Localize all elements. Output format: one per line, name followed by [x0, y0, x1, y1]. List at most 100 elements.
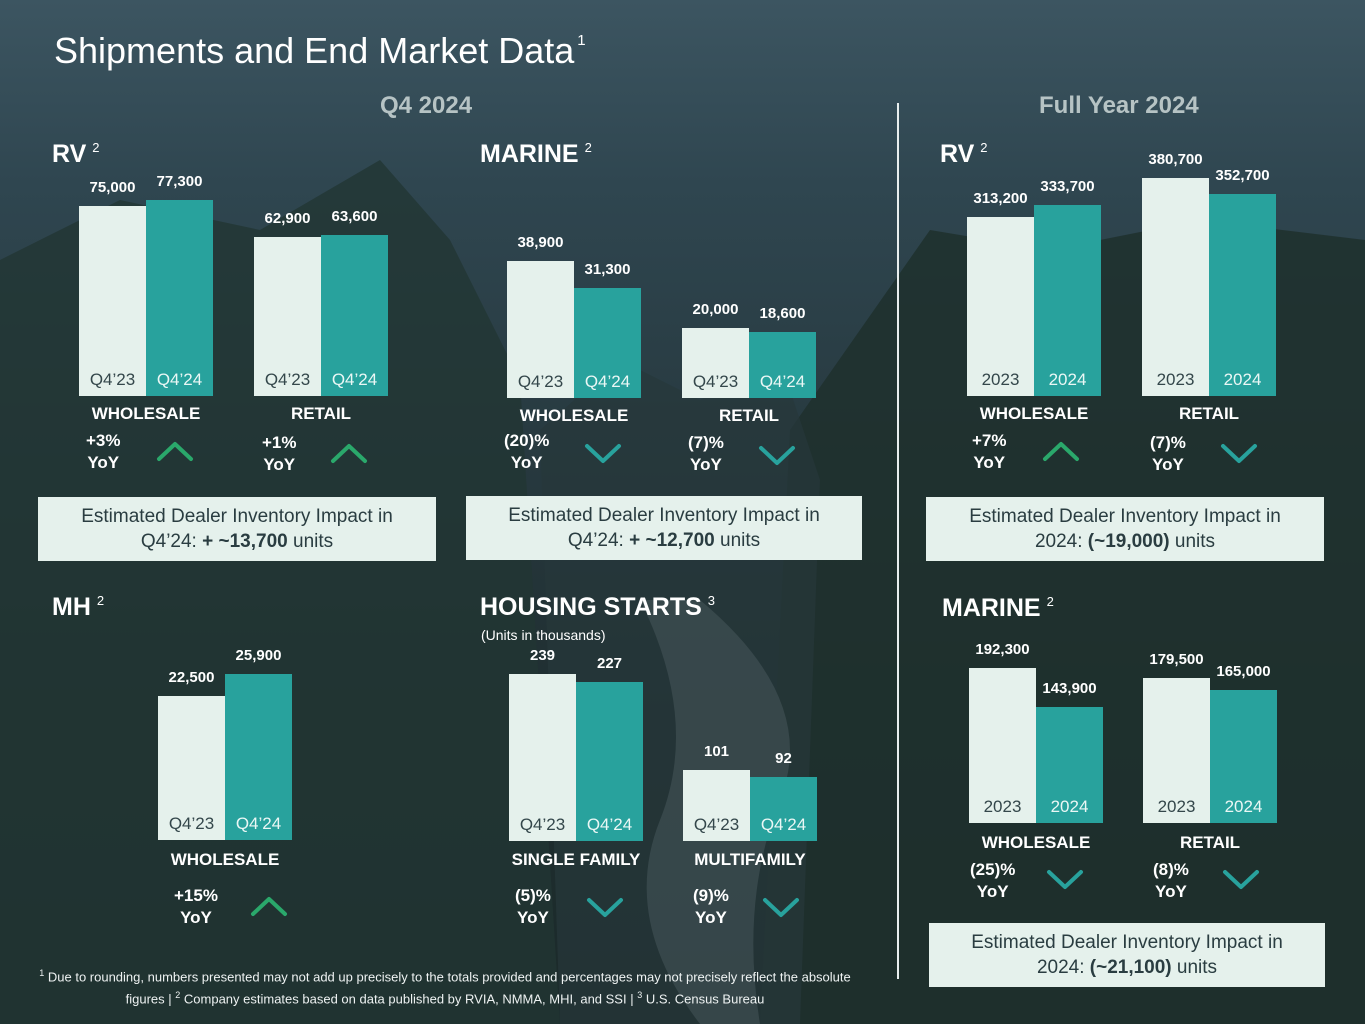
mh_q4-value-label: 22,500	[168, 668, 215, 686]
marine_q4-yoy-value: (7)%	[688, 433, 724, 452]
marine_fy-bar-retail-0: 2023	[1143, 678, 1210, 823]
housing_q4-value-label: 101	[703, 743, 730, 761]
rv_q4-trend-up-icon	[330, 442, 368, 469]
rv_fy-bar-category-label: 2024	[1048, 369, 1087, 389]
marine_q4-yoy-suffix: YoY	[690, 455, 722, 474]
housing_q4-yoy-change: (5)% YoY	[515, 885, 551, 929]
mh_q4-yoy-change: +15% YoY	[174, 885, 218, 929]
rv_fy-footnote: 2	[980, 140, 988, 155]
rv_q4-title: RV 2	[52, 140, 100, 169]
marine_q4-inventory-impact-note: Estimated Dealer Inventory Impact in Q4’…	[466, 496, 862, 560]
marine_q4-yoy-value: (20)%	[504, 431, 550, 450]
rv_fy-bar-category-label: 2023	[981, 369, 1020, 389]
footnote-3-text: U.S. Census Bureau	[642, 991, 765, 1007]
footnote-1-marker: 1	[39, 968, 45, 978]
note-value: + ~12,700	[629, 530, 715, 551]
housing_q4-group-label: MULTIFAMILY	[694, 850, 806, 869]
mh_q4-bar-wholesale-0: Q4’23	[158, 695, 225, 840]
mh_q4-title: MH 2	[52, 593, 104, 622]
marine_fy-value-label: 165,000	[1216, 663, 1271, 680]
rv_q4-value-label: 63,600	[331, 207, 378, 225]
rv_q4-inventory-impact-note: Estimated Dealer Inventory Impact in Q4’…	[38, 497, 436, 561]
marine_q4-footnote: 2	[584, 140, 592, 155]
rv_fy-value-label: 333,700	[1040, 177, 1095, 195]
mh_q4-bar-category-label: Q4’24	[235, 814, 282, 833]
marine_q4-bar-category-label: Q4’23	[517, 372, 564, 391]
rv_fy-yoy-suffix: YoY	[973, 453, 1006, 472]
housing_q4-value-label: 227	[596, 655, 623, 673]
rv_q4-bar-retail-1: Q4’24	[321, 234, 388, 396]
housing_q4-yoy-value: (9)%	[693, 886, 729, 905]
marine_q4-bar-wholesale-0: Q4’23	[507, 261, 574, 398]
section-q4-2024: Q4 2024	[380, 92, 473, 119]
housing_q4-value-label: 239	[529, 647, 556, 664]
housing_q4-bar-category-label: Q4’24	[760, 814, 807, 834]
marine_fy-bar-category-label: 2023	[1157, 796, 1196, 816]
marine_fy-footnote: 2	[1046, 594, 1054, 609]
rv_q4-yoy-value: +1%	[262, 433, 297, 452]
rv_q4-yoy-suffix: YoY	[263, 455, 296, 474]
marine_q4-value-label: 20,000	[692, 300, 739, 318]
rv_fy-bar-category-label: 2024	[1223, 369, 1262, 389]
note-text: Estimated Dealer Inventory Impact in Q4’…	[508, 505, 820, 551]
rv_fy-trend-down-icon	[1220, 442, 1258, 469]
housing_q4-yoy-suffix: YoY	[695, 908, 727, 927]
rv_q4-bar-category-label: Q4’24	[331, 369, 378, 389]
rv_q4-footnote: 2	[92, 140, 100, 155]
marine_fy-group-label: RETAIL	[1179, 833, 1241, 852]
marine_q4-title: MARINE 2	[480, 140, 592, 169]
rv_q4-yoy-change: +3% YoY	[86, 430, 121, 474]
marine_fy-title: MARINE 2	[942, 594, 1054, 623]
mh_q4-yoy-suffix: YoY	[180, 908, 212, 927]
note-unit: units	[1169, 531, 1216, 552]
rv_fy-value-label: 313,200	[973, 189, 1028, 207]
note-unit: units	[1171, 957, 1218, 978]
housing_q4-yoy-suffix: YoY	[517, 908, 549, 927]
note-text: Estimated Dealer Inventory Impact in 202…	[971, 932, 1283, 978]
marine_q4-yoy-change: (20)% YoY	[504, 430, 549, 474]
page-title: Shipments and End Market Data 1	[54, 30, 586, 71]
rv_fy-trend-up-icon	[1042, 440, 1080, 467]
marine_fy-group-label: WHOLESALE	[981, 833, 1091, 852]
marine_fy-trend-down-icon	[1046, 868, 1084, 895]
rv_fy-value-label: 380,700	[1148, 151, 1203, 168]
rv_fy-bar-wholesale-1: 2024	[1034, 204, 1101, 396]
marine_q4-yoy-suffix: YoY	[510, 453, 543, 472]
note-value: (~19,000)	[1087, 531, 1170, 552]
rv_q4-value-label: 77,300	[156, 173, 203, 190]
rv_fy-bar-category-label: 2023	[1156, 370, 1195, 389]
rv_q4-bar-retail-0: Q4’23	[254, 236, 321, 396]
marine_q4-trend-down-icon	[584, 442, 622, 469]
footnote-1-text: Due to rounding, numbers presented may n…	[44, 969, 851, 1007]
marine_q4-value-label: 31,300	[584, 260, 631, 278]
section-full-year-2024: Full Year 2024	[1039, 92, 1199, 119]
note-text: Estimated Dealer Inventory Impact in 202…	[969, 506, 1281, 552]
rv_fy-group-label: RETAIL	[1178, 404, 1240, 423]
rv_fy-yoy-change: +7% YoY	[972, 430, 1007, 474]
mh_q4-footnote: 2	[96, 593, 105, 608]
rv_fy-yoy-suffix: YoY	[1152, 455, 1184, 474]
footnote-2-marker: 2	[175, 990, 181, 1001]
rv_q4-value-label: 62,900	[264, 209, 311, 227]
rv_fy-title-text: RV	[940, 140, 975, 168]
marine_fy-yoy-value: (25)%	[970, 860, 1016, 879]
marine_q4-group-label: RETAIL	[718, 406, 780, 425]
marine_fy-inventory-impact-note: Estimated Dealer Inventory Impact in 202…	[929, 923, 1325, 987]
marine_fy-bar-wholesale-0: 2023	[969, 668, 1036, 823]
marine_fy-yoy-change: (8)% YoY	[1153, 859, 1189, 903]
housing_q4-bar-category-label: Q4’23	[693, 814, 740, 834]
section-divider	[897, 103, 899, 979]
rv_q4-group-label: RETAIL	[290, 404, 352, 423]
rv_q4-group-label: WHOLESALE	[91, 404, 201, 423]
rv_q4-yoy-value: +3%	[86, 431, 121, 450]
housing_q4-subtitle: (Units in thousands)	[481, 627, 606, 643]
housing_q4-bar-single-family-1: Q4’24	[576, 682, 643, 841]
marine_q4-value-label: 38,900	[517, 234, 564, 251]
marine_q4-bar-retail-1: Q4’24	[749, 332, 816, 398]
marine_q4-bar-wholesale-1: Q4’24	[574, 287, 641, 398]
rv_fy-bar-wholesale-0: 2023	[967, 216, 1034, 396]
marine_q4-trend-down-icon	[758, 444, 796, 471]
housing_q4-value-label: 92	[775, 749, 792, 767]
rv_q4-bar-wholesale-0: Q4’23	[79, 205, 146, 396]
marine_fy-bar-category-label: 2024	[1050, 796, 1089, 816]
